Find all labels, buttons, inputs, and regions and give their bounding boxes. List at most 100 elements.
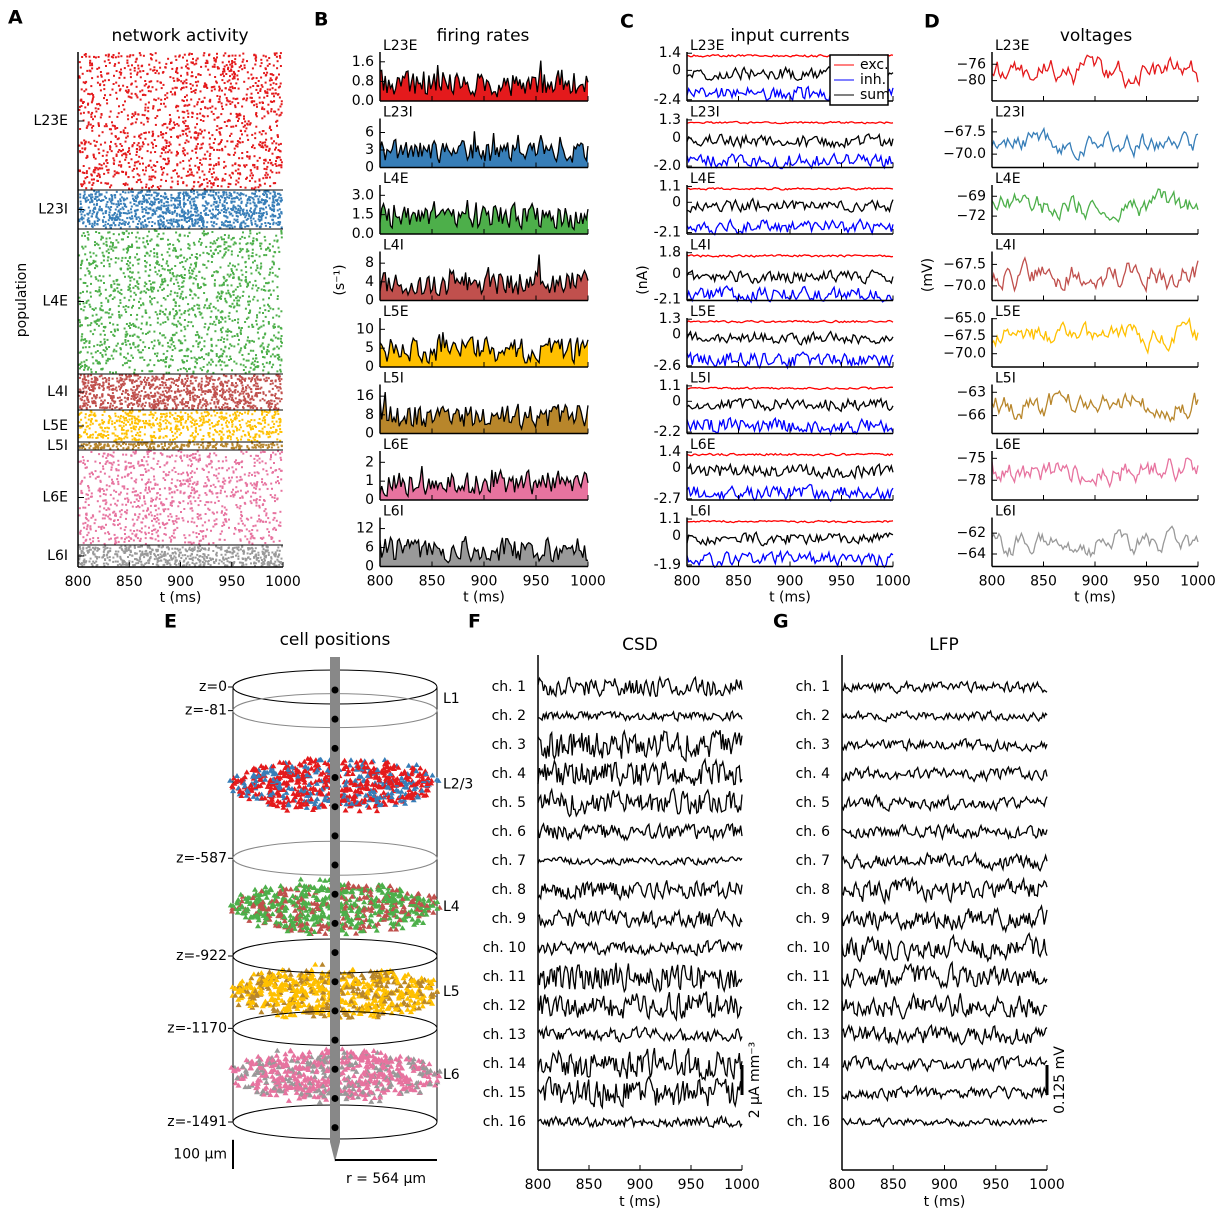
spike xyxy=(99,104,101,106)
spike xyxy=(103,349,105,351)
spike xyxy=(187,193,189,195)
spike xyxy=(181,177,183,179)
spike xyxy=(281,161,283,163)
spike xyxy=(259,226,261,228)
spike xyxy=(225,365,227,367)
spike xyxy=(218,320,220,322)
spike xyxy=(99,397,101,399)
spike xyxy=(150,201,152,203)
raster-population xyxy=(78,229,283,374)
spike xyxy=(189,276,191,278)
spike xyxy=(84,377,86,379)
spike xyxy=(166,220,168,222)
spike xyxy=(110,194,112,196)
spike xyxy=(261,62,263,64)
panel-title: input currents xyxy=(730,26,849,46)
spike xyxy=(206,364,208,366)
spike xyxy=(192,112,194,114)
spike xyxy=(189,289,191,291)
spike xyxy=(105,289,107,291)
spike xyxy=(184,105,186,107)
spike xyxy=(127,268,129,270)
spike xyxy=(151,225,153,227)
spike xyxy=(145,186,147,188)
spike xyxy=(254,64,256,66)
spike xyxy=(113,213,115,215)
spike xyxy=(89,56,91,58)
spike xyxy=(194,127,196,129)
spike xyxy=(253,405,255,407)
spike xyxy=(272,364,274,366)
spike xyxy=(276,125,278,127)
spike xyxy=(210,364,212,366)
spike xyxy=(223,374,225,376)
spike xyxy=(187,125,189,127)
spike xyxy=(267,162,269,164)
spike xyxy=(157,216,159,218)
spike xyxy=(127,390,129,392)
spike xyxy=(277,199,279,201)
spike xyxy=(172,378,174,380)
spike xyxy=(160,131,162,133)
spike xyxy=(243,115,245,117)
spike xyxy=(93,154,95,156)
spike xyxy=(112,397,114,399)
spike xyxy=(171,355,173,357)
spike xyxy=(249,86,251,88)
spike xyxy=(81,408,83,410)
spike xyxy=(158,264,160,266)
spike xyxy=(108,394,110,396)
spike xyxy=(191,75,193,77)
spike xyxy=(93,56,95,58)
spike xyxy=(263,305,265,307)
spike xyxy=(278,172,280,174)
spike xyxy=(189,397,191,399)
spike xyxy=(255,354,257,356)
spike xyxy=(111,355,113,357)
spike xyxy=(93,309,95,311)
spike xyxy=(127,250,129,252)
spike xyxy=(100,280,102,282)
spike xyxy=(164,139,166,141)
spike xyxy=(164,192,166,194)
spike xyxy=(146,288,148,290)
spike xyxy=(96,167,98,169)
spike xyxy=(269,80,271,82)
spike xyxy=(274,194,276,196)
spike xyxy=(133,386,135,388)
spike xyxy=(218,192,220,194)
spike xyxy=(92,210,94,212)
spike xyxy=(243,118,245,120)
spike xyxy=(251,101,253,103)
spike xyxy=(172,77,174,79)
spike xyxy=(109,186,111,188)
spike xyxy=(268,400,270,402)
spike xyxy=(162,384,164,386)
spike xyxy=(175,232,177,234)
spike xyxy=(179,162,181,164)
spike xyxy=(206,60,208,62)
spike xyxy=(221,79,223,81)
spike xyxy=(269,176,271,178)
spike xyxy=(114,170,116,172)
spike xyxy=(195,196,197,198)
spike xyxy=(170,293,172,295)
spike xyxy=(275,121,277,123)
spike xyxy=(167,210,169,212)
spike xyxy=(189,272,191,274)
spike xyxy=(191,404,193,406)
spike xyxy=(209,168,211,170)
spike xyxy=(116,239,118,241)
spike xyxy=(247,156,249,158)
spike xyxy=(154,340,156,342)
spike xyxy=(103,330,105,332)
spike xyxy=(197,297,199,299)
spike xyxy=(170,204,172,206)
spike xyxy=(262,363,264,365)
spike xyxy=(149,191,151,193)
spike xyxy=(100,200,102,202)
spike xyxy=(105,54,107,56)
spike xyxy=(274,149,276,151)
spike xyxy=(148,231,150,233)
spike xyxy=(211,310,213,312)
